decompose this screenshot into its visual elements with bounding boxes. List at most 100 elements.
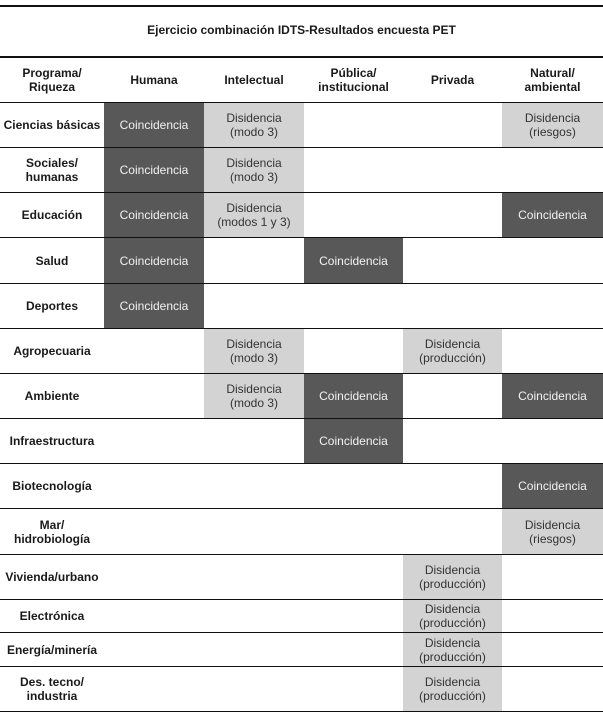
top-rule xyxy=(0,5,603,7)
empty-cell xyxy=(304,508,403,555)
disidencia-cell: Disidencia (modo 3) xyxy=(204,328,304,374)
table-row: Biotecnología Coincidencia xyxy=(0,463,603,509)
row-label: Ciencias básicas xyxy=(0,102,104,148)
empty-cell xyxy=(104,666,204,712)
coincidencia-cell: Coincidencia xyxy=(104,237,204,284)
empty-cell xyxy=(403,418,502,464)
empty-cell xyxy=(403,102,502,148)
row-label: Deportes xyxy=(0,283,104,329)
disidencia-cell: Disidencia (producción) xyxy=(403,554,502,600)
table-row: Deportes Coincidencia xyxy=(0,283,603,329)
empty-cell xyxy=(304,102,403,148)
column-header: Pública/institucional xyxy=(304,57,403,103)
coincidencia-cell: Coincidencia xyxy=(104,147,204,193)
empty-cell xyxy=(403,463,502,509)
empty-cell xyxy=(204,554,304,600)
coincidencia-cell: Coincidencia xyxy=(104,283,204,329)
empty-cell xyxy=(502,599,603,633)
row-label: Des. tecno/industria xyxy=(0,666,104,712)
empty-cell xyxy=(304,283,403,329)
column-header: Natural/ambiental xyxy=(502,57,603,103)
disidencia-cell: Disidencia (modos 1 y 3) xyxy=(204,192,304,238)
empty-cell xyxy=(403,283,502,329)
coincidencia-cell: Coincidencia xyxy=(304,237,403,284)
disidencia-cell: Disidencia (modo 3) xyxy=(204,147,304,193)
disidencia-cell: Disidencia (riesgos) xyxy=(502,102,603,148)
empty-cell xyxy=(104,373,204,419)
row-label: Infraestructura xyxy=(0,418,104,464)
empty-cell xyxy=(403,508,502,555)
row-label: Salud xyxy=(0,237,104,284)
empty-cell xyxy=(502,147,603,193)
coincidencia-cell: Coincidencia xyxy=(502,463,603,509)
row-label: Agropecuaria xyxy=(0,328,104,374)
row-label: Ambiente xyxy=(0,373,104,419)
empty-cell xyxy=(204,418,304,464)
disidencia-cell: Disidencia (riesgos) xyxy=(502,508,603,555)
table-row: Sociales/humanas Coincidencia Disidencia (m… xyxy=(0,147,603,193)
column-header: Intelectual xyxy=(204,57,304,103)
empty-cell xyxy=(204,283,304,329)
empty-cell xyxy=(502,632,603,667)
empty-cell xyxy=(204,632,304,667)
table-row: Salud Coincidencia Coincidencia xyxy=(0,237,603,284)
coincidencia-cell: Coincidencia xyxy=(304,373,403,419)
disidencia-cell: Disidencia (producción) xyxy=(403,328,502,374)
empty-cell xyxy=(204,666,304,712)
table-row: Ciencias básicas Coincidencia Disidencia (m… xyxy=(0,102,603,148)
row-label: Vivienda/urbano xyxy=(0,554,104,600)
empty-cell xyxy=(403,237,502,284)
table-row: Agropecuaria Disidencia (modo 3) Disidencia… xyxy=(0,328,603,374)
empty-cell xyxy=(104,508,204,555)
empty-cell xyxy=(304,147,403,193)
empty-cell xyxy=(104,632,204,667)
disidencia-cell: Disidencia (producción) xyxy=(403,632,502,667)
empty-cell xyxy=(104,328,204,374)
empty-cell xyxy=(304,666,403,712)
column-header: Programa/Riqueza xyxy=(0,57,104,103)
disidencia-cell: Disidencia (modo 3) xyxy=(204,102,304,148)
row-label: Biotecnología xyxy=(0,463,104,509)
coincidencia-cell: Coincidencia xyxy=(104,102,204,148)
empty-cell xyxy=(502,418,603,464)
coincidencia-cell: Coincidencia xyxy=(104,192,204,238)
empty-cell xyxy=(304,463,403,509)
empty-cell xyxy=(502,554,603,600)
row-label: Educación xyxy=(0,192,104,238)
coincidencia-cell: Coincidencia xyxy=(502,373,603,419)
empty-cell xyxy=(403,147,502,193)
empty-cell xyxy=(204,237,304,284)
empty-cell xyxy=(502,283,603,329)
header-rule xyxy=(0,56,603,58)
table-title: Ejercicio combinación IDTS-Resultados en… xyxy=(147,23,456,37)
column-header: Humana xyxy=(104,57,204,103)
row-label: Mar/hidrobiología xyxy=(0,508,104,555)
column-header: Privada xyxy=(403,57,502,103)
coincidencia-cell: Coincidencia xyxy=(304,418,403,464)
empty-cell xyxy=(104,418,204,464)
disidencia-cell: Disidencia (modo 3) xyxy=(204,373,304,419)
row-label: Electrónica xyxy=(0,599,104,633)
empty-cell xyxy=(502,328,603,374)
empty-cell xyxy=(403,192,502,238)
empty-cell xyxy=(104,599,204,633)
table-row: Electrónica Disidencia (producción) xyxy=(0,599,603,633)
table-row: Vivienda/urbano Disidencia (producción) xyxy=(0,554,603,600)
empty-cell xyxy=(304,599,403,633)
coincidencia-cell: Coincidencia xyxy=(502,192,603,238)
table-row: Educación Coincidencia Disidencia (modos 1 … xyxy=(0,192,603,238)
empty-cell xyxy=(204,599,304,633)
empty-cell xyxy=(104,554,204,600)
disidencia-cell: Disidencia (producción) xyxy=(403,599,502,633)
empty-cell xyxy=(304,554,403,600)
table-row: Des. tecno/industria Disidencia (producció… xyxy=(0,666,603,712)
empty-cell xyxy=(104,463,204,509)
empty-cell xyxy=(204,508,304,555)
empty-cell xyxy=(304,632,403,667)
empty-cell xyxy=(502,666,603,712)
table-row: Energía/minería Disidencia (producción) xyxy=(0,632,603,667)
empty-cell xyxy=(502,237,603,284)
table-row: Ambiente Disidencia (modo 3) Coincidencia Co… xyxy=(0,373,603,419)
empty-cell xyxy=(304,328,403,374)
empty-cell xyxy=(403,373,502,419)
